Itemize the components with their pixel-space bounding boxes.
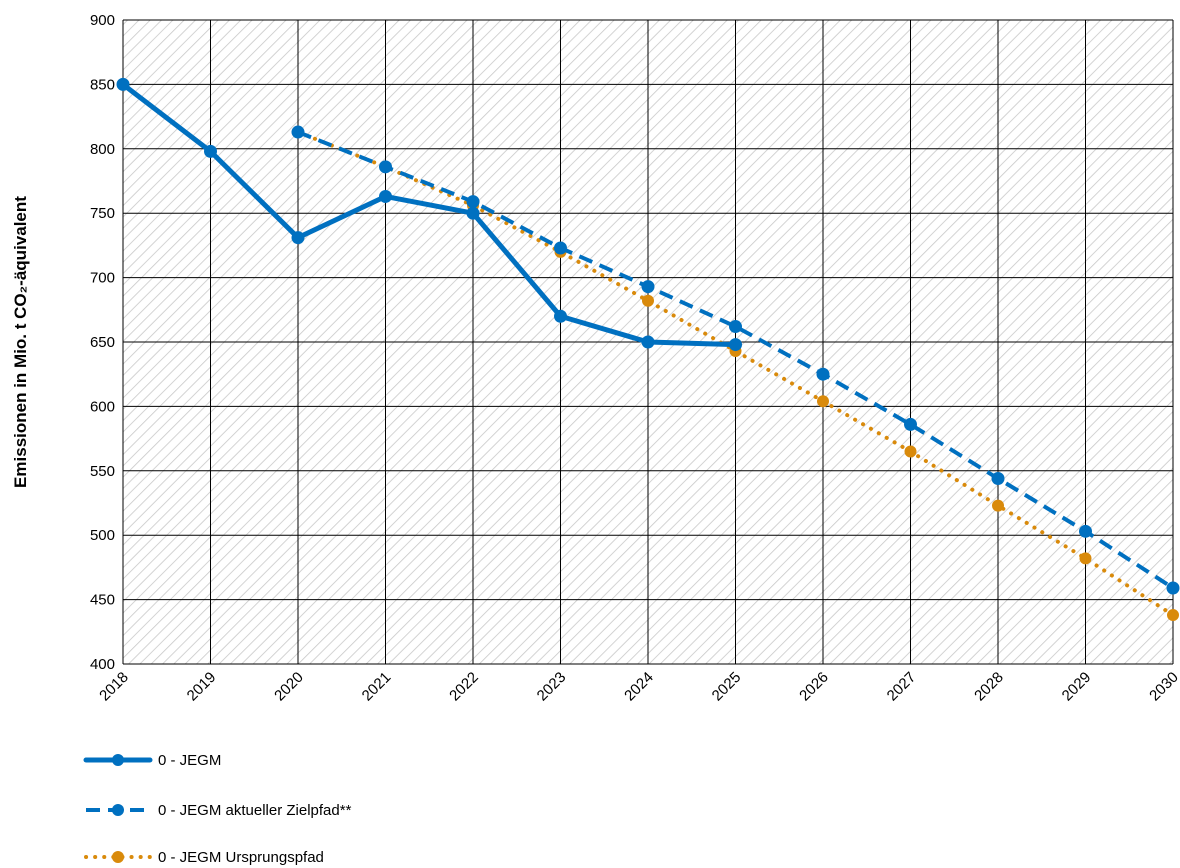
x-tick-label: 2019 — [184, 669, 220, 705]
data-point — [729, 320, 742, 334]
data-point — [116, 77, 130, 91]
legend-item: 0 - JEGM Ursprungspfad — [84, 849, 324, 866]
y-axis-title: Emissionen in Mio. t CO₂-äquivalent — [11, 196, 30, 488]
y-tick-label: 800 — [90, 141, 115, 158]
data-point — [554, 309, 567, 323]
legend-item: 0 - JEGM — [83, 752, 221, 769]
y-tick-label: 750 — [90, 205, 115, 222]
data-point — [554, 241, 567, 255]
y-tick-label: 650 — [90, 334, 115, 351]
data-point — [1167, 609, 1179, 622]
legend: 0 - JEGM 0 - JEGM aktueller Zielpfad** 0 -… — [83, 752, 352, 866]
series-1 — [116, 77, 742, 352]
data-point — [904, 445, 917, 458]
data-point — [817, 395, 829, 408]
data-point — [1079, 552, 1092, 565]
data-point — [291, 125, 305, 139]
x-tick-label: 2018 — [96, 669, 132, 705]
series-line — [120, 81, 738, 348]
data-point — [204, 144, 217, 158]
data-point — [466, 195, 480, 209]
x-tick-label: 2027 — [884, 669, 920, 705]
legend-label: 0 - JEGM — [158, 752, 221, 769]
y-tick-label: 500 — [90, 527, 115, 544]
legend-label: 0 - JEGM aktueller Zielpfad** — [158, 802, 352, 819]
legend-item: 0 - JEGM aktueller Zielpfad** — [86, 802, 352, 819]
y-tick-label: 400 — [90, 656, 115, 673]
legend-marker — [112, 804, 124, 816]
x-tick-label: 2021 — [359, 669, 395, 705]
legend-marker — [112, 851, 124, 863]
x-tick-label: 2024 — [621, 669, 657, 705]
data-point — [379, 160, 392, 174]
x-tick-label: 2023 — [534, 669, 570, 705]
y-tick-label: 900 — [90, 12, 115, 29]
y-tick-label: 700 — [90, 270, 115, 287]
data-point — [991, 472, 1005, 486]
y-tick-label: 450 — [90, 592, 115, 609]
y-tick-label: 550 — [90, 463, 115, 480]
legend-marker — [112, 754, 124, 766]
data-point — [291, 231, 305, 245]
x-tick-label: 2030 — [1146, 669, 1180, 705]
x-tick-label: 2020 — [271, 669, 307, 705]
data-point — [641, 280, 655, 294]
data-point — [642, 294, 654, 307]
data-point — [379, 189, 392, 203]
data-point — [1079, 524, 1092, 538]
x-tick-label: 2026 — [796, 669, 832, 705]
data-point — [641, 335, 655, 349]
y-tick-label: 600 — [90, 398, 115, 415]
x-tick-label: 2028 — [971, 669, 1007, 705]
data-point — [466, 206, 480, 220]
y-tick-labels: 400 450 500 550 600 650 700 750 800 850 900 — [90, 12, 115, 673]
x-tick-labels: 2018 2019 2020 2021 2022 2023 2024 2025 2026 2027… — [96, 669, 1180, 705]
data-point — [992, 499, 1004, 512]
data-point — [816, 367, 830, 381]
x-tick-label: 2022 — [446, 669, 482, 705]
y-tick-label: 850 — [90, 76, 115, 93]
series-layer — [116, 77, 1180, 622]
x-tick-label: 2029 — [1059, 669, 1095, 705]
data-point — [904, 417, 917, 431]
data-point — [1166, 581, 1180, 595]
x-tick-label: 2025 — [709, 669, 745, 705]
legend-label: 0 - JEGM Ursprungspfad — [158, 849, 324, 866]
gridlines — [122, 19, 1174, 665]
data-point — [729, 338, 742, 352]
series-line — [297, 130, 1175, 590]
series-2 — [291, 125, 1180, 595]
